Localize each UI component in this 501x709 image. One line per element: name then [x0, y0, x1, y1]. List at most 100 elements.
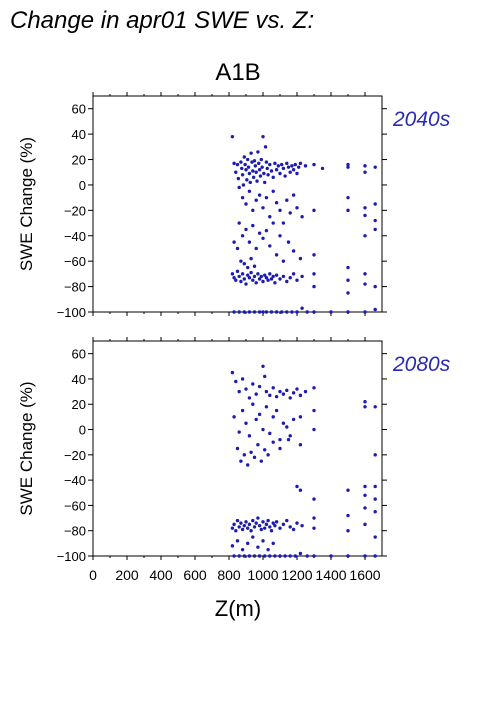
- data-point: [261, 206, 265, 210]
- data-point: [264, 275, 269, 280]
- data-point: [240, 166, 244, 171]
- data-point: [263, 145, 268, 149]
- data-point: [234, 379, 238, 384]
- data-point: [268, 244, 272, 248]
- data-point: [290, 164, 294, 168]
- data-point: [363, 484, 367, 489]
- data-point: [285, 425, 289, 429]
- data-point: [285, 388, 289, 393]
- data-point: [263, 448, 267, 452]
- data-point: [280, 310, 284, 314]
- data-point: [288, 525, 292, 529]
- x-tick-label: 1000: [247, 567, 278, 583]
- data-point: [274, 520, 279, 524]
- data-point: [268, 393, 272, 398]
- data-point: [242, 310, 246, 314]
- data-point: [239, 279, 243, 284]
- x-tick-label: 1600: [349, 567, 380, 583]
- data-point: [373, 202, 377, 206]
- data-point: [259, 459, 263, 463]
- data-point: [264, 522, 269, 527]
- data-point: [240, 408, 245, 413]
- data-point: [269, 310, 274, 314]
- data-point: [363, 272, 367, 276]
- data-point: [234, 170, 238, 174]
- data-point: [257, 412, 262, 417]
- data-point: [247, 396, 252, 400]
- data-point: [246, 463, 250, 467]
- data-point: [257, 277, 262, 281]
- data-point: [268, 272, 272, 276]
- data-point: [300, 306, 304, 310]
- data-point: [244, 387, 248, 391]
- data-point: [346, 529, 350, 533]
- data-point: [363, 164, 367, 168]
- data-point: [346, 208, 350, 213]
- data-point: [264, 389, 269, 394]
- data-point: [274, 273, 279, 277]
- data-point: [257, 161, 261, 166]
- data-point: [273, 523, 277, 528]
- data-point: [237, 274, 241, 279]
- data-point: [298, 415, 303, 419]
- data-point: [237, 389, 241, 394]
- data-point: [300, 274, 304, 279]
- data-point: [240, 527, 245, 532]
- data-point: [312, 253, 316, 257]
- data-point: [312, 554, 316, 558]
- data-point: [268, 525, 272, 529]
- data-point: [249, 529, 253, 533]
- data-point: [265, 166, 269, 171]
- data-point: [240, 547, 245, 552]
- data-point: [278, 234, 282, 238]
- data-point: [269, 169, 274, 173]
- data-point: [303, 389, 308, 394]
- y-tick-label: 20: [72, 153, 86, 168]
- data-point: [295, 310, 299, 314]
- data-point: [254, 521, 258, 525]
- data-point: [291, 272, 296, 276]
- data-point: [312, 427, 316, 432]
- data-point: [346, 278, 350, 282]
- data-point: [262, 171, 266, 176]
- data-point: [230, 526, 235, 530]
- data-point: [254, 198, 258, 202]
- y-tick-label: −60: [64, 498, 86, 513]
- figure-heading: Change in apr01 SWE vs. Z:: [10, 7, 314, 34]
- data-point: [251, 208, 255, 213]
- panel-2040s: 60 40 20 0 −20 −40 −60 −80 −100 SWE Change (%) 204…: [17, 92, 451, 320]
- data-point: [278, 208, 282, 213]
- data-point: [266, 278, 270, 282]
- data-point: [251, 535, 255, 539]
- data-point: [303, 164, 308, 168]
- y-tick-label: −80: [64, 524, 86, 539]
- data-point: [255, 179, 259, 183]
- data-point: [312, 516, 316, 520]
- data-point: [242, 523, 246, 528]
- data-point: [251, 175, 256, 180]
- data-point: [363, 234, 367, 238]
- data-point: [241, 183, 246, 187]
- data-point: [329, 310, 333, 314]
- data-point: [281, 274, 286, 279]
- data-point: [242, 554, 246, 558]
- data-point: [257, 554, 262, 558]
- data-point: [286, 240, 291, 244]
- data-point: [363, 554, 367, 558]
- data-point: [300, 523, 304, 528]
- data-point: [237, 525, 241, 529]
- data-point: [278, 277, 282, 281]
- data-point: [249, 256, 253, 261]
- data-point: [312, 284, 316, 289]
- data-point: [271, 386, 275, 390]
- data-point: [298, 256, 303, 261]
- data-point: [244, 520, 248, 524]
- data-point: [264, 228, 269, 233]
- data-point: [257, 384, 262, 389]
- data-point: [240, 234, 245, 238]
- data-point: [271, 274, 275, 279]
- data-point: [274, 167, 279, 172]
- data-point: [297, 165, 301, 169]
- data-point: [246, 273, 250, 277]
- data-point: [290, 310, 294, 314]
